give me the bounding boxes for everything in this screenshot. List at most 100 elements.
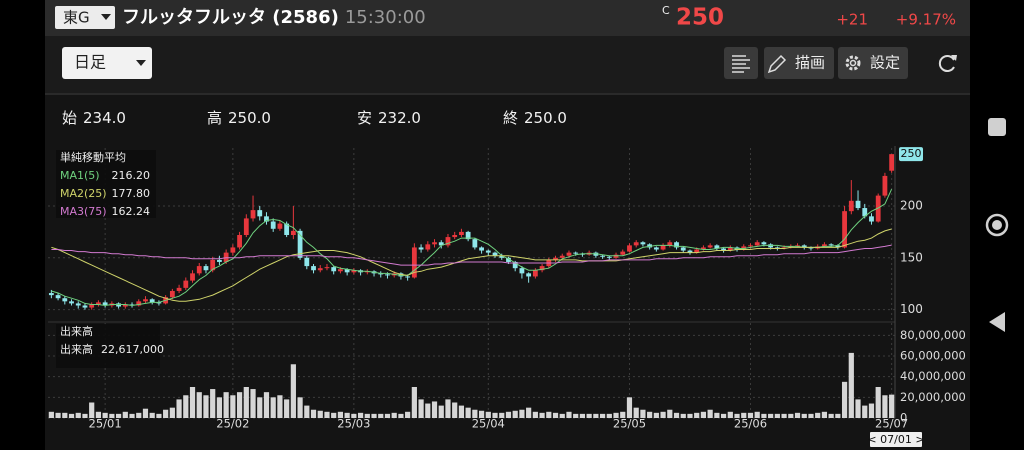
volume-bar [169, 407, 175, 418]
candle-body [210, 259, 216, 271]
home[interactable] [985, 213, 1009, 237]
candle-body [499, 255, 505, 258]
period-selector[interactable]: 日足 [62, 47, 152, 79]
candle-body [882, 175, 888, 196]
volume-bar [882, 395, 888, 418]
button-bg [838, 47, 908, 79]
candle-body [351, 270, 357, 273]
recent-apps[interactable] [988, 118, 1006, 136]
market-box [55, 6, 115, 29]
volume-bar [223, 392, 229, 418]
nav-bar [985, 118, 1009, 332]
candle-body [311, 266, 316, 271]
x-tick-label: 25/07 [875, 417, 908, 431]
x-tick-label: 25/04 [472, 417, 505, 431]
candle-body [411, 247, 417, 278]
x-tick-label: 25/02 [216, 417, 249, 431]
ohlc-summary: 始 234.0 高 250.0 安 232.0 終 250.0 [62, 109, 567, 127]
candle-body [748, 245, 753, 247]
candle-body [122, 304, 128, 307]
volume-bar [189, 387, 196, 418]
candle-body [82, 305, 88, 308]
candle-body [223, 252, 229, 262]
settings-label: 設定 [870, 54, 900, 72]
volume-bar [774, 413, 780, 418]
volume-bar [115, 413, 122, 418]
legend-box [56, 324, 160, 368]
candle-body [721, 248, 726, 251]
volume-bar [546, 411, 552, 418]
draw-button[interactable]: 描画 [764, 47, 834, 79]
candle-body [331, 267, 337, 272]
volume-bar [794, 412, 801, 418]
candle-body [606, 256, 612, 258]
volume-bar [55, 412, 61, 418]
candle-body [183, 280, 189, 288]
ohlc-item: 始 234.0 [62, 109, 126, 127]
indicator-button[interactable] [724, 47, 758, 79]
candle-body [405, 276, 411, 278]
volume-bar [889, 394, 895, 418]
volume-bar [505, 411, 512, 418]
market-selector[interactable]: 東G [55, 6, 115, 29]
volume-bar [89, 402, 95, 418]
volume-bar [835, 413, 841, 418]
header-bar [45, 0, 970, 36]
candle-body [889, 154, 895, 171]
volume-bar [694, 412, 700, 418]
x-tick-label: 25/03 [337, 417, 370, 431]
volume-bar [122, 411, 128, 418]
refresh-button[interactable] [938, 55, 957, 72]
volume-bar [566, 411, 572, 418]
volume-tick-label: 80,000,000 [900, 328, 966, 342]
volume-bar [95, 411, 102, 418]
settings-button[interactable]: 設定 [838, 47, 908, 79]
volume-bar [579, 413, 586, 418]
candle-body [653, 247, 659, 250]
volume-value: 22,617,000 [101, 343, 164, 356]
market: 東G [63, 9, 90, 27]
candle-body [667, 242, 673, 246]
volume-bar [391, 412, 397, 418]
volume-bar [720, 413, 727, 418]
volume-bar [236, 392, 243, 418]
volume-bar [761, 413, 767, 418]
volume-bar [855, 399, 861, 418]
volume-bar [304, 405, 310, 418]
volume-bar [815, 412, 821, 418]
volume-bar [485, 411, 491, 418]
candle-body [250, 210, 256, 219]
dropdown-arrow [136, 60, 146, 66]
last-price: 250 [676, 5, 724, 31]
candle-body [243, 218, 249, 235]
volume-bar [660, 411, 666, 418]
back[interactable] [989, 312, 1005, 332]
stock-name: フルッタフルッタ (2586) [122, 7, 339, 28]
icon [767, 54, 787, 74]
ohlc-label: 高 [207, 109, 222, 127]
candle-body [727, 247, 733, 251]
candle-body [566, 252, 572, 256]
ohlc-item: 高 250.0 [207, 109, 271, 127]
candle-body [835, 245, 841, 248]
legend-value: 216.20 [112, 169, 151, 182]
candle-body [102, 302, 108, 306]
candle-body [680, 247, 686, 251]
candle-body [869, 216, 874, 222]
volume-bar [673, 412, 680, 418]
icon [845, 55, 861, 71]
volume-bar [357, 412, 364, 418]
volume-bar [559, 413, 565, 418]
candle-body [472, 239, 478, 248]
ohlc-item: 安 232.0 [357, 109, 421, 127]
ohlc-value: 234.0 [83, 109, 126, 127]
candle-body [418, 247, 424, 250]
candle-body [438, 242, 444, 246]
candle-body [203, 266, 209, 271]
price-flag: C [662, 4, 670, 17]
volume-bar [418, 399, 424, 418]
volume-bar [667, 409, 673, 418]
candle-body [795, 245, 800, 247]
candle-body [304, 257, 310, 267]
candle-body [129, 304, 135, 306]
